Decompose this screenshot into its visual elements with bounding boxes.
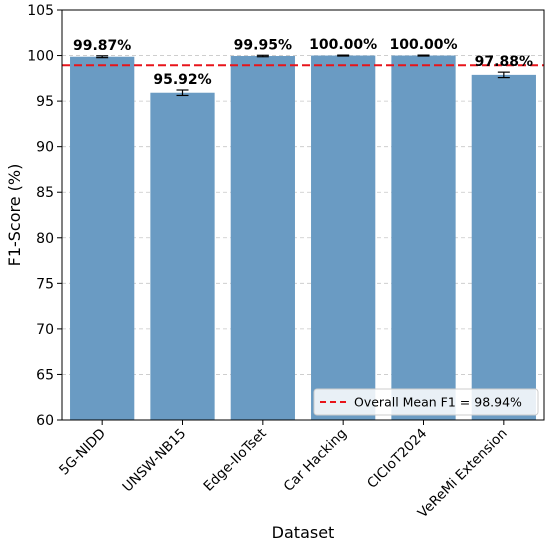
bar-value-label: 99.87% (73, 38, 131, 54)
grid-lines (62, 55, 544, 375)
bars (70, 55, 536, 421)
legend-label: Overall Mean F1 = 98.94% (354, 395, 522, 410)
bar-value-label: 95.92% (153, 72, 211, 88)
bar (471, 74, 536, 421)
y-tick-label: 85 (36, 185, 54, 201)
y-tick-label: 105 (27, 3, 54, 19)
x-axis: 5G-NIDD UNSW-NB15 Edge-IIoTset Car Hacking C… (56, 420, 511, 521)
x-tick-label: CICIoT2024 (364, 426, 430, 492)
x-tick-label: Edge-IIoTset (201, 426, 270, 495)
bar (150, 92, 215, 421)
bar (230, 56, 295, 421)
bar-value-label: 99.95% (234, 37, 292, 53)
legend: Overall Mean F1 = 98.94% (313, 388, 539, 416)
x-tick-label: UNSW-NB15 (119, 426, 189, 496)
bar-value-label: 97.88% (475, 54, 533, 70)
y-tick-label: 70 (36, 322, 54, 338)
x-tick-label: Car Hacking (281, 426, 350, 495)
bar (70, 56, 135, 421)
error-bars (96, 54, 510, 97)
x-tick-label: VeReMi Extension (415, 426, 511, 522)
x-axis-label: Dataset (272, 523, 335, 542)
y-tick-label: 100 (27, 49, 54, 65)
bar (391, 55, 456, 421)
y-tick-label: 65 (36, 367, 54, 383)
bar-value-label: 100.00% (309, 37, 377, 53)
y-tick-label: 95 (36, 94, 54, 110)
x-tick-label: 5G-NIDD (56, 426, 109, 479)
y-axis: 60 65 70 75 80 85 90 95 100 105 (27, 3, 62, 429)
legend-box (313, 388, 539, 416)
y-tick-label: 90 (36, 140, 54, 156)
y-tick-label: 60 (36, 413, 54, 429)
y-tick-label: 80 (36, 231, 54, 247)
y-tick-label: 75 (36, 276, 54, 292)
y-axis-label: F1-Score (%) (5, 164, 24, 267)
bar (311, 55, 376, 421)
bar-value-label: 100.00% (389, 37, 457, 53)
value-labels: 99.87% 95.92% 99.95% 100.00% 100.00% 97.88% (73, 37, 533, 88)
plot-frame (61, 9, 545, 421)
